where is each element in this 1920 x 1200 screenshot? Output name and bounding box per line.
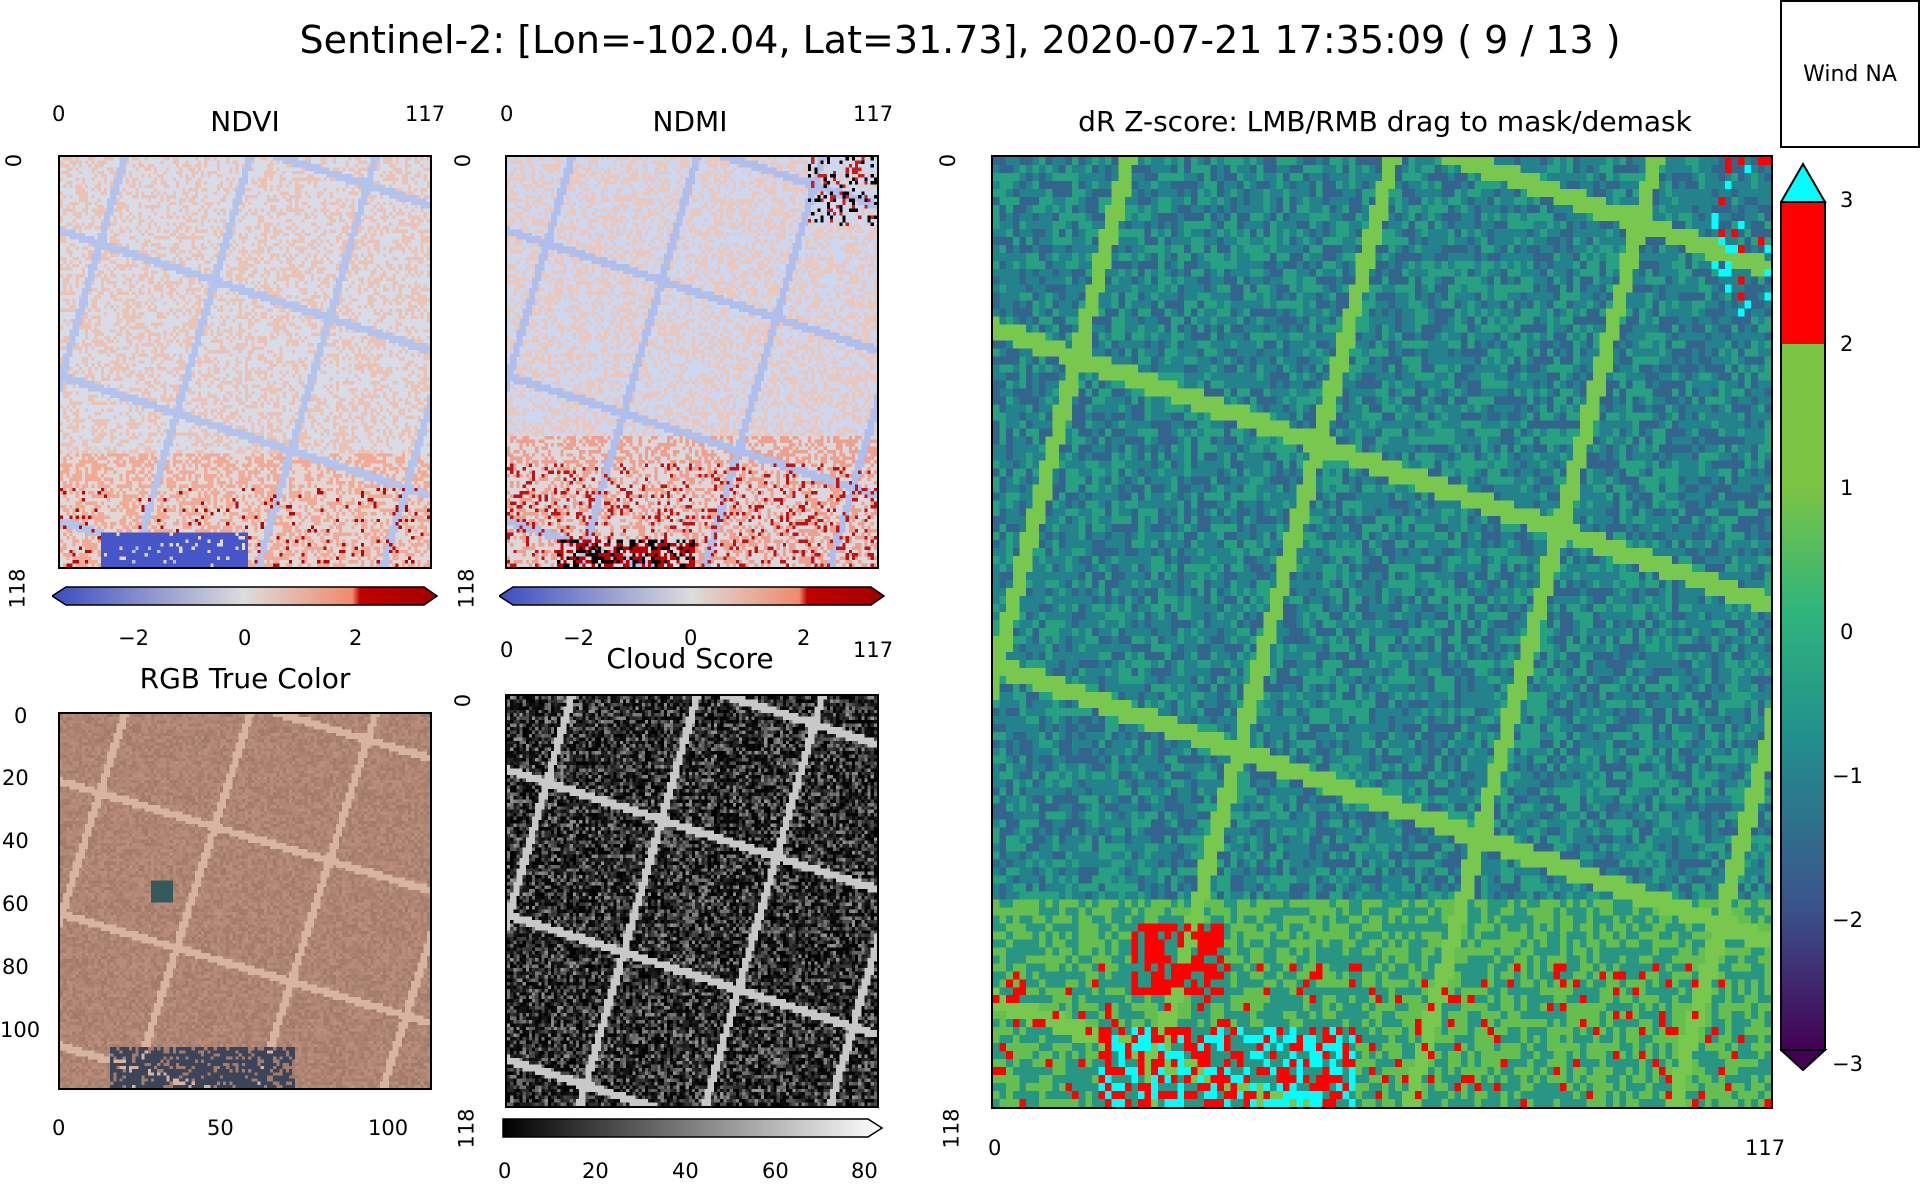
ndmi-xtick-start: 0 bbox=[500, 102, 514, 126]
cloud-ytick-end: 118 bbox=[454, 1108, 479, 1149]
ndvi-title: NDVI bbox=[210, 105, 280, 138]
ndvi-xtick-start: 0 bbox=[52, 102, 66, 126]
cloud-image[interactable] bbox=[505, 694, 879, 1108]
zscore-cbar-tick-1: 1 bbox=[1840, 476, 1854, 500]
ndmi-raster bbox=[507, 157, 877, 567]
ndmi-image[interactable] bbox=[505, 155, 879, 569]
cloud-title: Cloud Score bbox=[606, 642, 774, 675]
ndvi-cbar-tick-2: 2 bbox=[349, 626, 363, 650]
rgb-ytick-0: 0 bbox=[14, 704, 28, 728]
zscore-cbar-tick-3: 3 bbox=[1840, 188, 1854, 212]
rgb-raster bbox=[60, 714, 430, 1088]
rgb-ytick-40: 40 bbox=[2, 829, 29, 853]
ndmi-title: NDMI bbox=[652, 105, 728, 138]
zscore-xtick-start: 0 bbox=[988, 1136, 1002, 1160]
cloud-xtick-end: 117 bbox=[853, 638, 894, 662]
zscore-cbar-tick-2: 2 bbox=[1840, 332, 1854, 356]
ndmi-ytick-end: 118 bbox=[454, 568, 479, 609]
cloud-ytick-start: 0 bbox=[451, 693, 476, 708]
rgb-ytick-60: 60 bbox=[2, 892, 29, 916]
ndvi-colorbar bbox=[50, 586, 439, 606]
rgb-xtick-100: 100 bbox=[368, 1116, 409, 1140]
ndmi-cbar-tick-2: 2 bbox=[797, 626, 811, 650]
zscore-xtick-end: 117 bbox=[1745, 1136, 1786, 1160]
cloud-cbar-tick-0: 0 bbox=[498, 1159, 512, 1183]
cloud-raster bbox=[507, 696, 877, 1106]
ndvi-raster bbox=[60, 157, 430, 567]
ndvi-image[interactable] bbox=[58, 155, 432, 569]
zscore-title: dR Z-score: LMB/RMB drag to mask/demask bbox=[1078, 105, 1692, 138]
ndvi-cbar-tick-neg2: −2 bbox=[118, 626, 149, 650]
rgb-xtick-50: 50 bbox=[207, 1116, 234, 1140]
zscore-cbar-tick-neg3: −3 bbox=[1832, 1052, 1863, 1076]
cloud-cbar-tick-60: 60 bbox=[762, 1159, 789, 1183]
zscore-ytick-start: 0 bbox=[936, 153, 961, 168]
cloud-cbar-tick-80: 80 bbox=[851, 1159, 878, 1183]
zscore-colorbar bbox=[1778, 150, 1830, 1080]
ndmi-ytick-start: 0 bbox=[451, 153, 476, 168]
wind-button-label: Wind NA bbox=[1803, 61, 1897, 87]
rgb-ytick-20: 20 bbox=[2, 766, 29, 790]
ndmi-colorbar bbox=[497, 586, 886, 606]
cloud-cbar-tick-20: 20 bbox=[582, 1159, 609, 1183]
rgb-ytick-80: 80 bbox=[2, 955, 29, 979]
zscore-ytick-end: 118 bbox=[939, 1108, 964, 1149]
cloud-xtick-start: 0 bbox=[500, 638, 514, 662]
ndvi-cbar-tick-0: 0 bbox=[238, 626, 252, 650]
rgb-xtick-0: 0 bbox=[52, 1116, 66, 1140]
ndvi-ytick-end: 118 bbox=[5, 568, 30, 609]
ndmi-xtick-end: 117 bbox=[853, 102, 894, 126]
cloud-cbar-tick-40: 40 bbox=[672, 1159, 699, 1183]
rgb-title: RGB True Color bbox=[139, 662, 351, 695]
cloud-colorbar bbox=[502, 1118, 884, 1138]
zscore-cbar-tick-0: 0 bbox=[1840, 620, 1854, 644]
figure-title: Sentinel-2: [Lon=-102.04, Lat=31.73], 20… bbox=[299, 18, 1621, 62]
rgb-image[interactable] bbox=[58, 712, 432, 1090]
ndvi-xtick-end: 117 bbox=[405, 102, 446, 126]
zscore-image[interactable] bbox=[991, 155, 1773, 1109]
rgb-ytick-100: 100 bbox=[0, 1018, 41, 1042]
ndmi-cbar-tick-neg2: −2 bbox=[563, 626, 594, 650]
zscore-cbar-tick-neg1: −1 bbox=[1832, 764, 1863, 788]
wind-button[interactable]: Wind NA bbox=[1780, 0, 1920, 148]
ndvi-ytick-start: 0 bbox=[2, 153, 27, 168]
zscore-cbar-tick-neg2: −2 bbox=[1832, 908, 1863, 932]
ndmi-cbar-tick-0: 0 bbox=[684, 626, 698, 650]
zscore-raster bbox=[993, 157, 1771, 1107]
